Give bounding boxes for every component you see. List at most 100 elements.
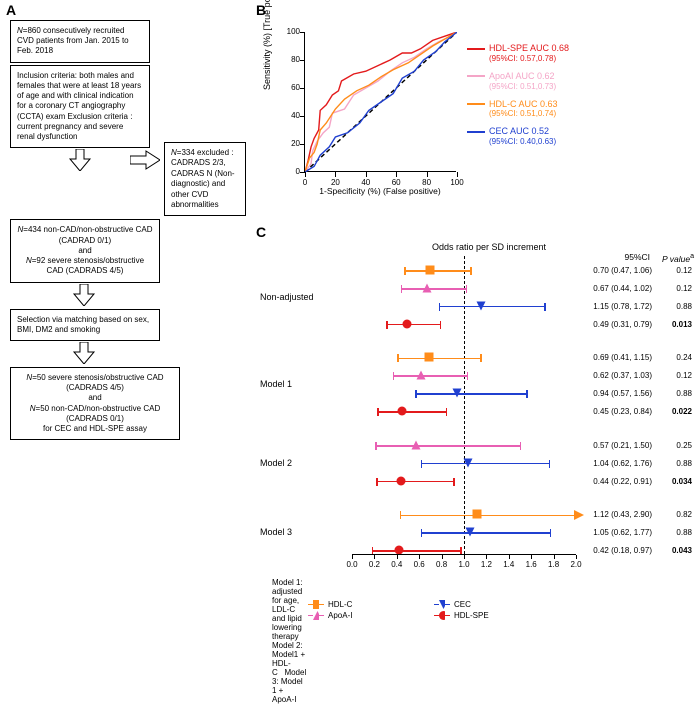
forest-xtick-label: 0.2 bbox=[369, 560, 380, 569]
flowchart-box-5: N=50 severe stenosis/obstructive CAD (CA… bbox=[10, 367, 180, 440]
roc-legend-item-HDL-C: HDL-C AUC 0.63(95%CI: 0.51,0.74) bbox=[467, 100, 569, 120]
forest-model-notes: Model 1: adjusted for age, LDL-C and lip… bbox=[272, 578, 306, 704]
forest-legend-item-HDL-SPE: HDL-SPE bbox=[434, 611, 560, 620]
forest-ci-line bbox=[421, 463, 549, 465]
forest-ci-text: 0.42 (0.18, 0.97) bbox=[572, 546, 652, 555]
forest-plot-area bbox=[352, 256, 576, 554]
forest-xtick-label: 0.6 bbox=[414, 560, 425, 569]
forest-ci-line bbox=[421, 532, 550, 534]
flowchart-box-5-text: N=50 severe stenosis/obstructive CAD (CA… bbox=[26, 373, 163, 433]
forest-group-label: Model 1 bbox=[260, 379, 292, 389]
forest-xtick-label: 1.2 bbox=[481, 560, 492, 569]
forest-xtick-label: 0.0 bbox=[346, 560, 357, 569]
panel-c-label: C bbox=[256, 224, 266, 240]
flowchart-side-box: N=334 excluded : CADRADS 2/3, CADRAS N (… bbox=[164, 142, 246, 216]
forest-ci-text: 0.49 (0.31, 0.79) bbox=[572, 320, 652, 329]
forest-p-header: P valuea bbox=[662, 252, 694, 264]
forest-panel: Odds ratio per SD increment 95%CI P valu… bbox=[260, 242, 694, 602]
forest-ref-line bbox=[464, 256, 465, 554]
forest-marker-CEC bbox=[465, 528, 474, 539]
forest-ci-line bbox=[387, 324, 441, 326]
flowchart-box-4: Selection via matching based on sex, BMI… bbox=[10, 309, 160, 341]
forest-legend-item-CEC: CEC bbox=[434, 600, 560, 609]
roc-curves bbox=[305, 32, 457, 172]
forest-xtick-label: 0.4 bbox=[391, 560, 402, 569]
roc-ytick-label: 100 bbox=[287, 27, 300, 36]
roc-ytick-label: 0 bbox=[296, 167, 300, 176]
forest-ci-text: 0.69 (0.41, 1.15) bbox=[572, 353, 652, 362]
forest-ci-line bbox=[378, 411, 446, 413]
roc-legend: HDL-SPE AUC 0.68(95%CI: 0.57,0.78) ApoAI … bbox=[467, 44, 569, 155]
forest-marker-HDL-C bbox=[473, 510, 482, 521]
forest-ci-text: 0.62 (0.37, 1.03) bbox=[572, 371, 652, 380]
flowchart-box-3-text: N=434 non-CAD/non-obstructive CAD (CADRA… bbox=[18, 225, 153, 275]
forest-xtick-label: 1.4 bbox=[503, 560, 514, 569]
forest-marker-CEC bbox=[464, 458, 473, 469]
forest-xtick-label: 1.6 bbox=[526, 560, 537, 569]
flowchart-box-1: N=860 consecutively recruited CVD patien… bbox=[10, 20, 150, 63]
arrow-down-icon-2 bbox=[72, 284, 96, 306]
forest-xtick-label: 1.0 bbox=[458, 560, 469, 569]
roc-panel: Sensitivity (%) [True positive] 00202040… bbox=[262, 18, 694, 193]
forest-marker-CEC bbox=[476, 301, 485, 312]
forest-ci-line bbox=[405, 270, 471, 272]
roc-legend-item-ApoAI: ApoAI AUC 0.62(95%CI: 0.51,0.73) bbox=[467, 72, 569, 92]
forest-legend-markers: HDL-CCECApoA-IHDL-SPE bbox=[308, 600, 568, 622]
forest-ci-line bbox=[400, 515, 576, 517]
forest-ci-line bbox=[401, 288, 466, 290]
forest-p-value: 0.12 bbox=[656, 371, 692, 380]
forest-marker-HDL-C bbox=[425, 353, 434, 364]
forest-xtick-label: 1.8 bbox=[548, 560, 559, 569]
forest-p-value: 0.12 bbox=[656, 266, 692, 275]
forest-group-label: Non-adjusted bbox=[260, 292, 314, 302]
forest-marker-ApoA-I bbox=[423, 283, 432, 294]
flowchart-box-1-text: N=860 consecutively recruited CVD patien… bbox=[17, 26, 129, 55]
forest-marker-HDL-C bbox=[426, 265, 435, 276]
forest-p-value: 0.25 bbox=[656, 441, 692, 450]
forest-p-value: 0.82 bbox=[656, 510, 692, 519]
forest-ci-text: 0.67 (0.44, 1.02) bbox=[572, 284, 652, 293]
forest-ci-line bbox=[416, 393, 527, 395]
forest-ci-text: 0.44 (0.22, 0.91) bbox=[572, 477, 652, 486]
forest-xtick-label: 2.0 bbox=[570, 560, 581, 569]
forest-xtick-label: 0.8 bbox=[436, 560, 447, 569]
roc-plot-area: 002020404060608080100100 bbox=[304, 32, 456, 172]
roc-ytick-label: 20 bbox=[291, 139, 300, 148]
arrow-down-icon bbox=[68, 149, 92, 171]
forest-p-value: 0.034 bbox=[656, 477, 692, 486]
forest-ci-text: 0.94 (0.57, 1.56) bbox=[572, 389, 652, 398]
forest-ci-line bbox=[372, 550, 460, 552]
forest-x-axis: 0.00.20.40.60.81.01.21.41.61.82.0 bbox=[352, 554, 576, 574]
forest-marker-ApoA-I bbox=[417, 371, 426, 382]
forest-marker-ApoA-I bbox=[411, 440, 420, 451]
flowchart-box-2: Inclusion criteria: both males and femal… bbox=[10, 65, 150, 149]
roc-ytick-label: 40 bbox=[291, 111, 300, 120]
forest-p-value: 0.88 bbox=[656, 302, 692, 311]
forest-ci-line bbox=[377, 481, 454, 483]
forest-ci-text: 0.57 (0.21, 1.50) bbox=[572, 441, 652, 450]
panel-a-label: A bbox=[6, 2, 16, 18]
forest-legend-item-HDL-C: HDL-C bbox=[308, 600, 434, 609]
forest-p-value: 0.022 bbox=[656, 407, 692, 416]
forest-p-value: 0.043 bbox=[656, 546, 692, 555]
roc-legend-item-HDL-SPE: HDL-SPE AUC 0.68(95%CI: 0.57,0.78) bbox=[467, 44, 569, 64]
forest-ci-text: 1.15 (0.78, 1.72) bbox=[572, 302, 652, 311]
forest-ci-line bbox=[439, 306, 544, 308]
flowchart-box-3: N=434 non-CAD/non-obstructive CAD (CADRA… bbox=[10, 219, 160, 282]
forest-p-value: 0.88 bbox=[656, 528, 692, 537]
roc-x-axis-label: 1-Specificity (%) (False positive) bbox=[304, 186, 456, 196]
roc-ytick-label: 80 bbox=[291, 55, 300, 64]
forest-ci-text: 1.05 (0.62, 1.77) bbox=[572, 528, 652, 537]
arrow-right-icon bbox=[130, 150, 160, 172]
forest-p-value: 0.88 bbox=[656, 459, 692, 468]
forest-p-value: 0.12 bbox=[656, 284, 692, 293]
roc-ytick-label: 60 bbox=[291, 83, 300, 92]
forest-legend-item-ApoA-I: ApoA-I bbox=[308, 611, 434, 620]
forest-title: Odds ratio per SD increment bbox=[432, 242, 546, 252]
forest-ci-line bbox=[398, 358, 481, 360]
forest-group-label: Model 3 bbox=[260, 527, 292, 537]
roc-y-axis-label: Sensitivity (%) [True positive] bbox=[262, 0, 272, 90]
forest-p-value: 0.88 bbox=[656, 389, 692, 398]
roc-legend-item-CEC: CEC AUC 0.52(95%CI: 0.40,0.63) bbox=[467, 127, 569, 147]
flowchart-side-text: N=334 excluded : CADRADS 2/3, CADRAS N (… bbox=[171, 148, 235, 209]
